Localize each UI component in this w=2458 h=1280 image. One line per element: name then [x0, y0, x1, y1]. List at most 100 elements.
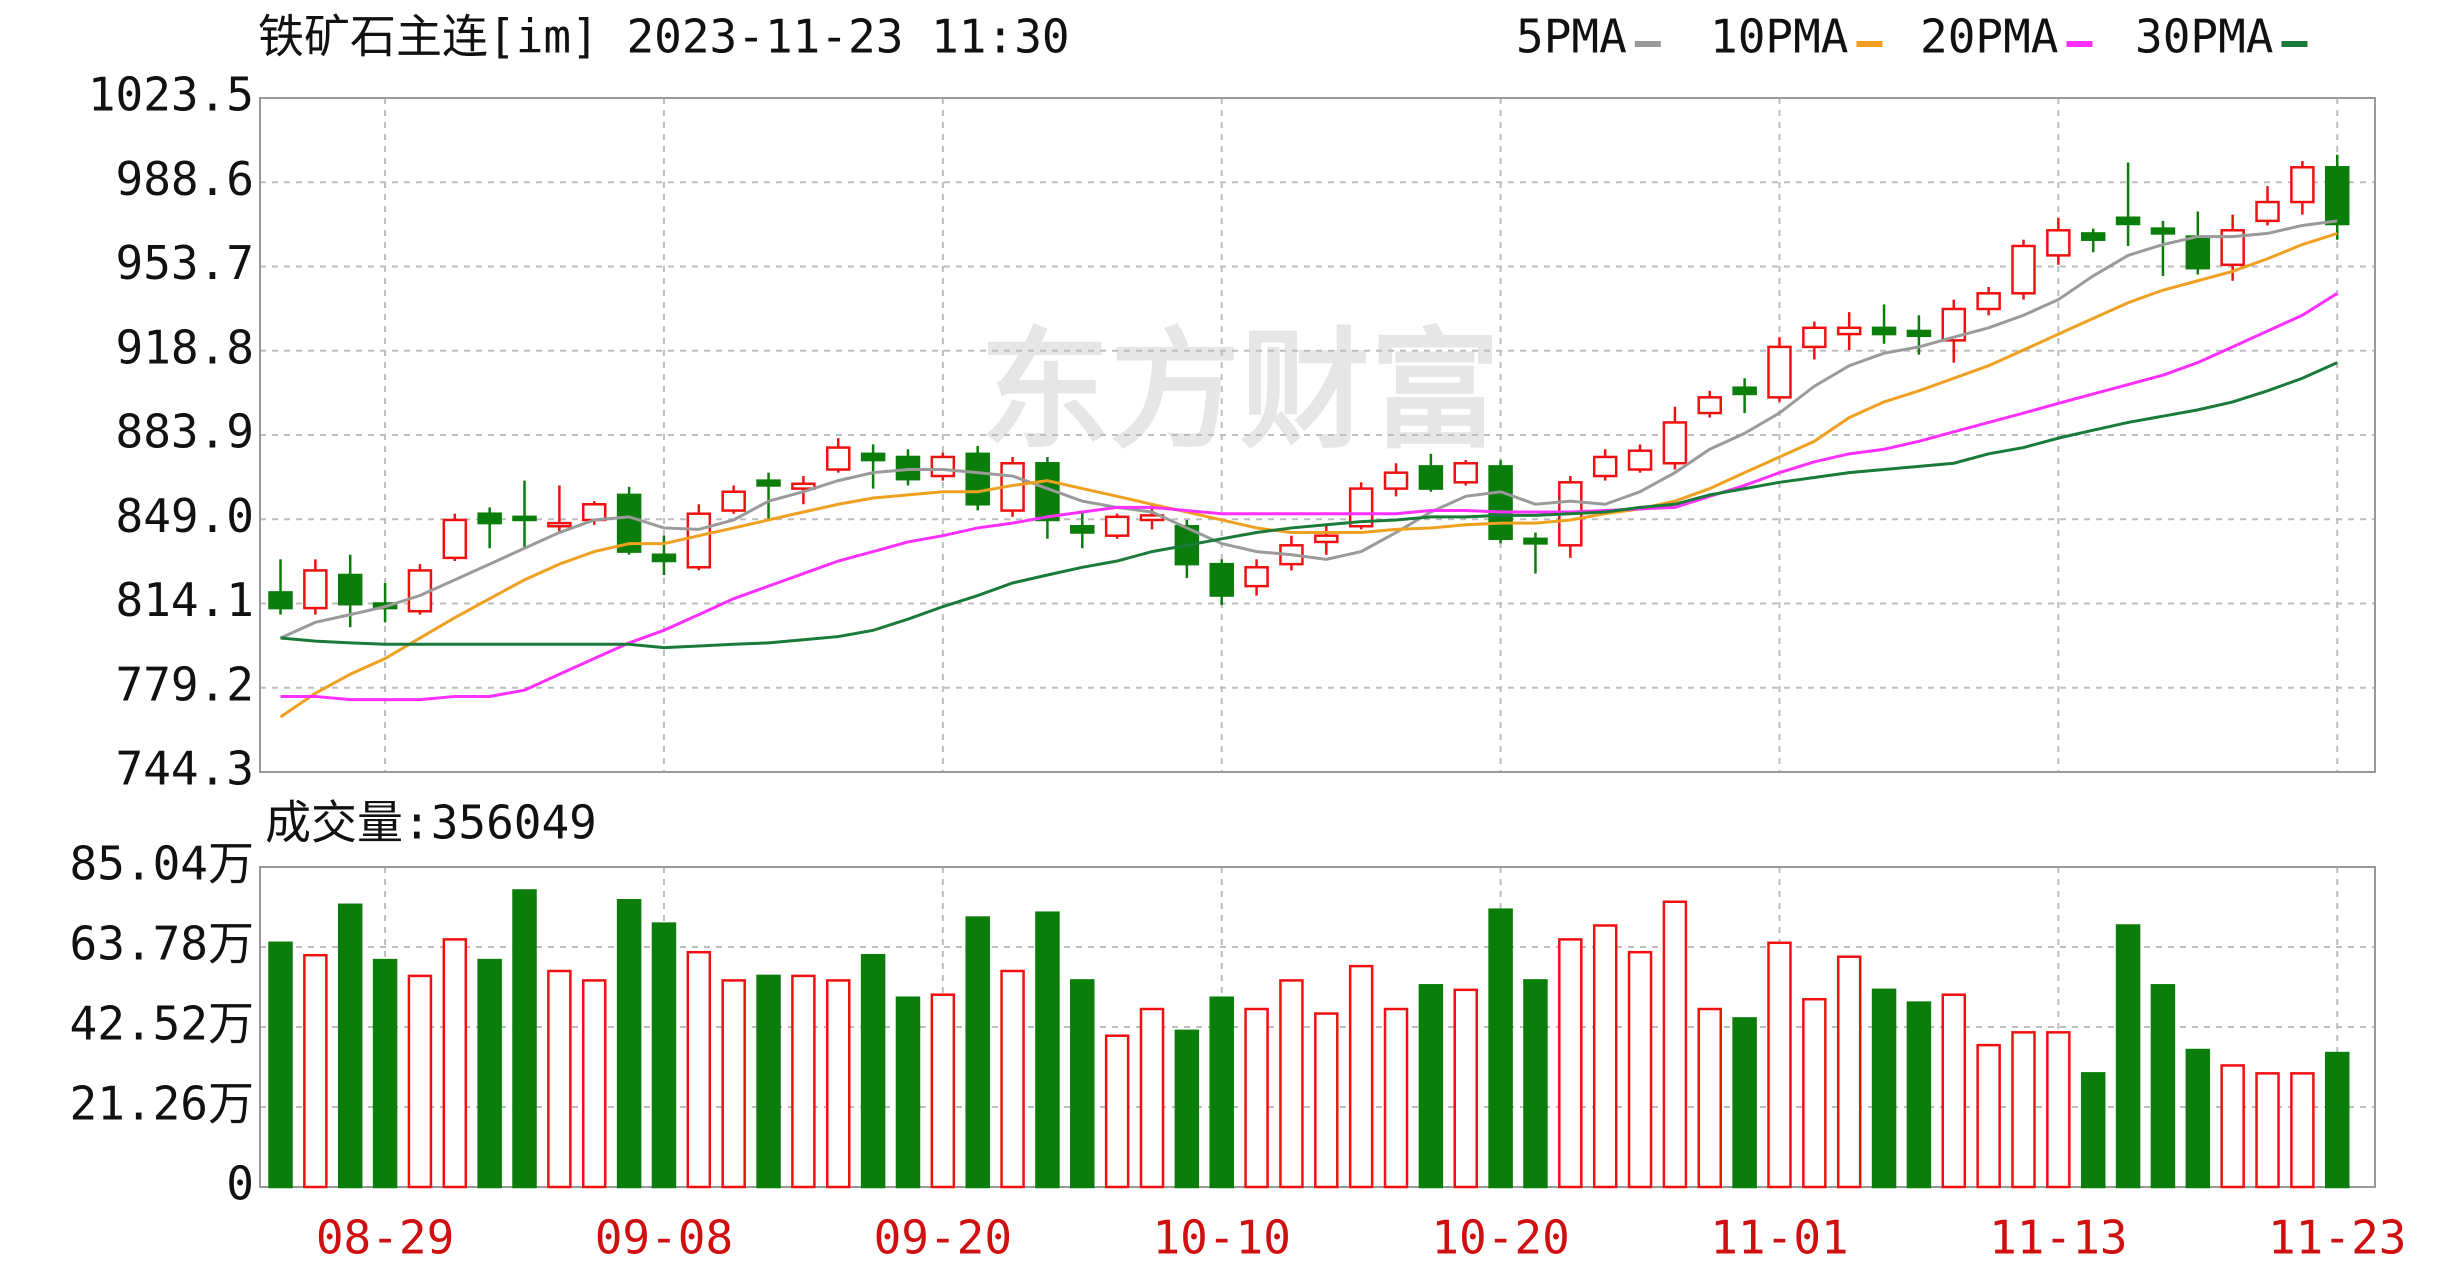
volume-bar — [616, 899, 642, 1189]
volume-bar — [721, 979, 746, 1189]
candle-body — [1383, 471, 1409, 490]
volume-bar — [2011, 1031, 2036, 1189]
candle-body — [616, 493, 642, 553]
volume-bar — [303, 953, 328, 1189]
candle-body — [512, 515, 537, 522]
volume-bar — [1279, 979, 1304, 1189]
candle-body — [1836, 326, 1862, 336]
candle-body — [1070, 525, 1095, 534]
candle-body — [930, 455, 956, 478]
volume-bar — [2255, 1072, 2280, 1189]
candle-body — [1767, 345, 1792, 399]
volume-bar — [1244, 1007, 1269, 1189]
y-tick-label: 883.9 — [116, 405, 254, 459]
candle-body — [268, 591, 293, 610]
candle-body — [1697, 396, 1723, 415]
candle-body — [2220, 229, 2245, 267]
watermark-layer: 东方财富 — [980, 315, 1500, 467]
y-tick-label: 814.1 — [116, 573, 254, 627]
volume-bar — [477, 958, 502, 1189]
x-tick-label: 09-08 — [595, 1211, 733, 1265]
volume-bar — [686, 950, 712, 1189]
volume-bar — [1976, 1043, 2001, 1189]
candle-body — [337, 573, 363, 606]
legend-label: 20PMA — [1920, 10, 2058, 64]
volume-bar — [1871, 988, 1897, 1189]
legend-label: 5PMA — [1516, 10, 1627, 64]
candle-body — [1523, 537, 1548, 545]
candle-body — [1871, 326, 1897, 336]
candle-body — [1802, 326, 1827, 349]
x-tick-label: 11-13 — [1989, 1211, 2127, 1265]
volume-bar — [407, 974, 433, 1189]
x-tick-label: 09-20 — [874, 1211, 1012, 1265]
volume-title: 成交量:356049 — [265, 796, 597, 850]
volume-bar — [860, 953, 886, 1189]
x-tick-label: 10-20 — [1431, 1211, 1569, 1265]
volume-bar — [1523, 979, 1548, 1189]
ma-line — [280, 361, 2338, 650]
volume-bar — [756, 974, 781, 1189]
x-tick-label: 11-23 — [2268, 1211, 2406, 1265]
y-tick-label: 918.8 — [116, 320, 254, 374]
volume-bar — [1558, 938, 1583, 1189]
volume-bar — [581, 979, 607, 1189]
candle-body — [1627, 449, 1653, 471]
volume-bar — [337, 903, 363, 1189]
volume-bar — [965, 916, 990, 1189]
candle-body — [1662, 421, 1688, 465]
volume-bar — [512, 889, 537, 1189]
candle-body — [2115, 216, 2141, 226]
volume-bar — [930, 993, 956, 1189]
candle-body — [965, 452, 990, 506]
candle-body — [826, 446, 851, 471]
y-tick-label: 1023.5 — [88, 68, 254, 122]
volume-bar — [1941, 993, 1967, 1189]
volume-bar — [1348, 964, 1374, 1189]
candle-body — [1906, 329, 1932, 338]
volume-bar — [2324, 1051, 2350, 1189]
volume-bar — [2080, 1072, 2106, 1189]
candle-body — [477, 512, 502, 525]
legend-label: 10PMA — [1710, 10, 1848, 64]
candle-body — [1592, 455, 1618, 478]
y-tick-label: 849.0 — [116, 489, 254, 543]
candle-body — [581, 503, 607, 522]
volume-bar — [1070, 979, 1095, 1189]
volume-bar — [1104, 1034, 1130, 1189]
candle-body — [2324, 166, 2350, 226]
candle-body — [2080, 232, 2106, 241]
volume-bar — [1906, 1001, 1932, 1189]
ma-line — [279, 231, 2338, 719]
volume-bar — [1139, 1007, 1165, 1189]
volume-bar — [1488, 908, 1513, 1189]
volume-bar — [547, 969, 572, 1189]
volume-bar — [651, 922, 677, 1189]
volume-bar — [1000, 969, 1025, 1189]
chart-title: 铁矿石主连[im] 2023-11-23 11:30 — [258, 10, 1070, 64]
candle-body — [721, 490, 746, 512]
x-tick-label: 10-10 — [1152, 1211, 1290, 1265]
candle-body — [791, 482, 816, 490]
y-tick-label: 63.78万 — [70, 917, 254, 971]
candle-body — [1976, 292, 2001, 311]
x-tick-label: 08-29 — [316, 1211, 454, 1265]
legend-label: 30PMA — [2135, 10, 2273, 64]
volume-bar — [1453, 988, 1478, 1189]
volume-bar — [442, 938, 468, 1189]
candle-body — [1418, 465, 1444, 490]
volume-bar — [895, 996, 921, 1189]
candle-body — [1453, 461, 1478, 484]
volume-bar — [1836, 955, 1862, 1189]
y-tick-label: 779.2 — [116, 657, 254, 711]
volume-bar — [1592, 924, 1618, 1189]
volume-bar — [1802, 997, 1827, 1189]
volume-bar — [2290, 1072, 2315, 1189]
volume-bar — [1662, 900, 1688, 1189]
candle-body — [2150, 227, 2176, 235]
candle-body — [2185, 235, 2211, 270]
volume-bar — [1383, 1007, 1409, 1189]
plot-frame — [259, 97, 2376, 773]
candle-body — [1209, 562, 1234, 597]
candle-body — [686, 512, 712, 569]
